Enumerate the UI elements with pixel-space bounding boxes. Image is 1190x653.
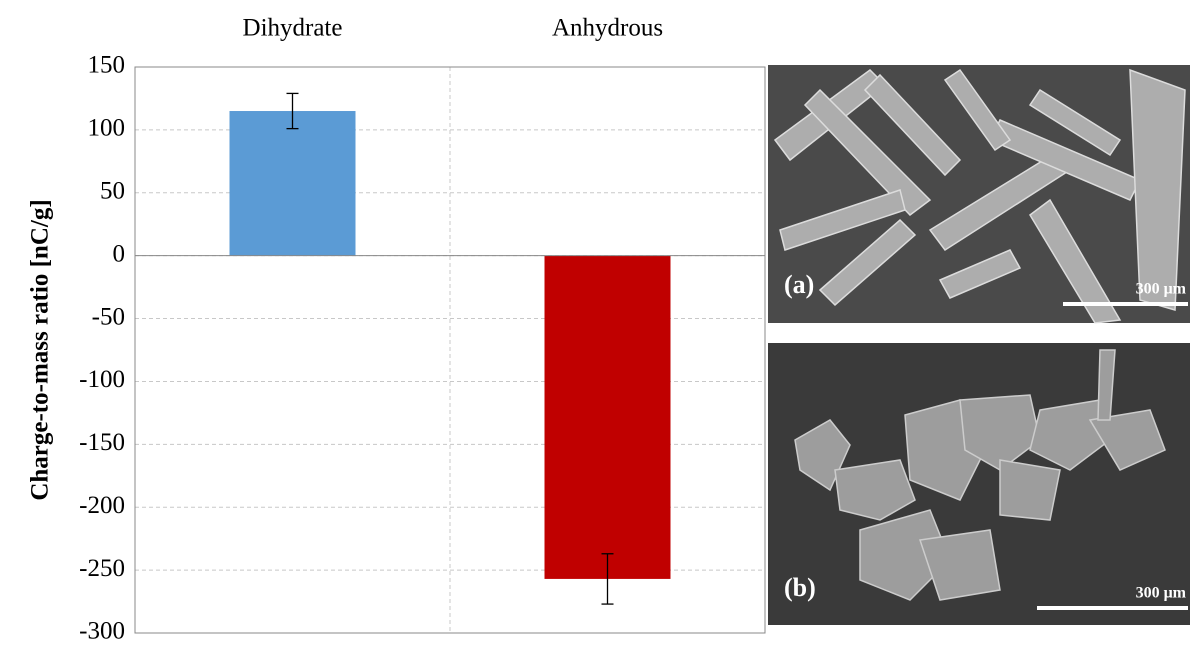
panel-label: (b) xyxy=(784,573,816,602)
category-label: Anhydrous xyxy=(552,15,663,42)
plot-frame xyxy=(134,66,766,634)
sem-image-b xyxy=(768,343,1190,625)
y-tick-label: -250 xyxy=(79,555,125,582)
category-label: Dihydrate xyxy=(243,15,343,42)
panel-label: (a) xyxy=(784,270,814,299)
scale-bar-label: 300 μm xyxy=(1136,585,1187,602)
y-tick-label: -200 xyxy=(79,492,125,519)
scale-bar-label: 300 μm xyxy=(1136,281,1187,298)
bar xyxy=(229,111,356,256)
y-axis-label: Charge-to-mass ratio [nC/g] xyxy=(27,199,54,500)
y-tick-label: 50 xyxy=(100,178,125,205)
bar xyxy=(544,255,671,579)
sem-image-a xyxy=(768,65,1190,324)
y-tick-label: -150 xyxy=(79,429,125,456)
y-tick-label: 150 xyxy=(88,52,126,79)
y-tick-label: -100 xyxy=(79,366,125,393)
y-tick-label: -50 xyxy=(92,303,125,330)
y-tick-label: 100 xyxy=(88,115,126,142)
y-tick-label: -300 xyxy=(79,618,125,645)
y-tick-label: 0 xyxy=(113,240,126,267)
